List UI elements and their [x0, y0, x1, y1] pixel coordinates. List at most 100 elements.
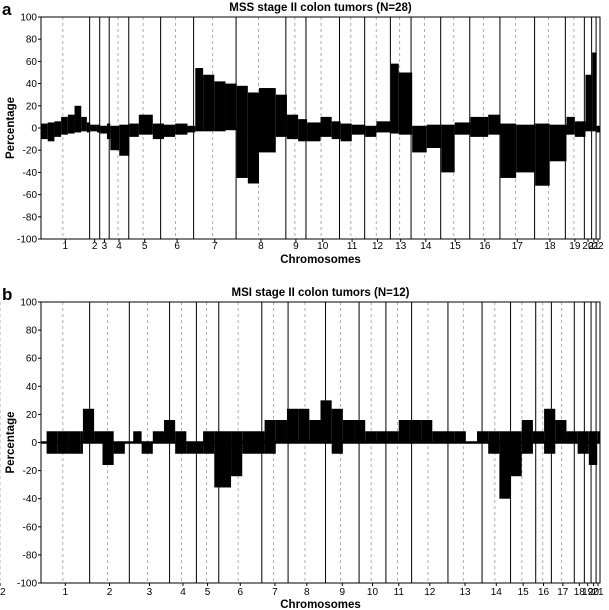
- panel-a-letter: a: [2, 0, 12, 19]
- panel-a-gain-bar: [574, 121, 586, 128]
- panel-a-loss-bar: [454, 128, 471, 135]
- panel-a-loss-bar: [152, 128, 164, 140]
- panel-a-chromosome-label: 18: [544, 241, 556, 252]
- panel-b-loss-bar: [186, 442, 204, 454]
- panel-a-gain-bar: [351, 124, 366, 128]
- panel-b-gain-bar: [488, 431, 500, 443]
- panel-b-loss-bar: [488, 442, 500, 454]
- panel-a-gain-bar: [90, 124, 97, 128]
- panel-a-gain-bar: [203, 74, 215, 128]
- panel-a-ytick-label: -40: [23, 168, 38, 179]
- panel-a-loss-bar: [488, 128, 501, 135]
- panel-a-chromosome-label: 12: [372, 241, 384, 252]
- panel-a-loss-bar: [320, 128, 332, 137]
- panel-b-ytick-label: -80: [23, 550, 38, 561]
- panel-b-title: MSI stage II colon tumors (N=12): [232, 287, 410, 299]
- panel-a-loss-bar: [585, 128, 593, 132]
- panel-b-ytick-label: 100: [20, 298, 37, 309]
- panel-a-chromosome-label: 10: [317, 241, 329, 252]
- panel-a-loss-bar: [574, 128, 586, 137]
- panel-a-loss-bar: [275, 128, 287, 137]
- panel-a-gain-bar: [163, 124, 176, 128]
- panel-b-gain-bar: [264, 420, 276, 443]
- panel-a-loss-bar: [163, 128, 176, 137]
- panel-a-loss-bar: [340, 128, 352, 142]
- panel-b-gain-bar: [320, 400, 332, 443]
- panel-a-loss-bar: [67, 128, 75, 134]
- panel-b-gain-bar: [566, 431, 578, 443]
- panel-a-gain-bar: [307, 122, 321, 128]
- panel-a-gain-bar: [175, 123, 188, 128]
- panel-b-chromosome-label: 15: [518, 587, 530, 598]
- panel-a-gain-bar: [500, 123, 517, 128]
- panel-b-chromosome-label: 16: [538, 587, 550, 598]
- panel-a-gain-bar: [129, 123, 139, 128]
- panel-b-loss-bar: [588, 442, 598, 465]
- panel-a-loss-bar: [214, 128, 226, 132]
- panel-a-gain-bar: [566, 116, 575, 128]
- panel-b-ytick-label: 60: [26, 354, 38, 365]
- panel-b-gain-bar: [80, 431, 83, 443]
- panel-a-loss-bar: [54, 128, 62, 137]
- panel-a-gain-bar: [54, 121, 62, 128]
- panel-a-loss-bar: [100, 128, 107, 134]
- panel-b-chromosome-label: 8: [304, 587, 310, 598]
- panel-a-chromosome-label: 7: [212, 241, 218, 252]
- panel-b-loss-bar: [521, 442, 533, 454]
- panel-a-chromosome-label: 6: [174, 241, 180, 252]
- panel-a-gain-bar: [106, 123, 111, 128]
- panel-a-ytick-label: 0: [31, 124, 37, 135]
- panel-a-gain-bar: [585, 74, 593, 128]
- panel-a-loss-bar: [259, 128, 276, 153]
- panel-b-gain-bar: [309, 420, 321, 443]
- panel-a-gain-bar: [454, 122, 471, 128]
- panel-b-loss-bar: [57, 442, 69, 454]
- panel-a-ytick-label: -20: [23, 146, 38, 157]
- panel-b-gain-bar: [102, 431, 114, 443]
- panel-a-gain-bar: [61, 116, 68, 128]
- panel-a-loss-bar: [96, 128, 101, 133]
- panel-b-loss-bar: [113, 442, 125, 454]
- panel-a-gain-bar: [236, 85, 248, 128]
- panel-a-gain-bar: [426, 124, 442, 128]
- panel-a-gain-bar: [195, 68, 204, 128]
- panel-a-plot-frame: [40, 16, 601, 240]
- panel-a-loss-bar: [225, 128, 237, 131]
- panel-a-loss-bar: [566, 128, 575, 135]
- panel-b-chromosome-label: 2: [107, 587, 113, 598]
- panel-a-gain-bar: [259, 88, 276, 128]
- panel-a-gain-bar: [187, 125, 196, 128]
- panel-a-chromosome-label: 20: [582, 241, 594, 252]
- panel-b-chromosome-label: 14: [491, 587, 503, 598]
- panel-b-gain-bar: [387, 431, 399, 443]
- panel-b-loss-bar: [46, 442, 58, 454]
- panel-a-loss-bar: [412, 128, 427, 153]
- panel-a-ylabel: Percentage: [5, 97, 17, 159]
- panel-a-loss-bar: [390, 128, 399, 134]
- panel-a-chromosome-label: 1: [63, 241, 69, 252]
- panel-a-loss-bar: [110, 128, 120, 151]
- panel-b-gain-bar: [331, 408, 343, 443]
- panel-b-ytick-label: -60: [23, 522, 38, 533]
- panel-a-gain-bar: [516, 124, 536, 128]
- panel-a-chromosome-label: 11: [347, 241, 358, 252]
- panel-a-gain-bar: [138, 114, 153, 128]
- panel-a-gain-bar: [549, 124, 567, 128]
- panel-a-loss-bar: [47, 128, 55, 142]
- panel-b-gain-bar: [231, 431, 243, 443]
- panel-a-gain-bar: [412, 125, 427, 128]
- panel-a-loss-bar: [187, 128, 196, 133]
- panel-b-chromosome-label: 22: [0, 587, 6, 598]
- panel-a-chromosome-label: 15: [450, 241, 462, 252]
- panel-a-loss-bar: [286, 128, 299, 140]
- panel-a-chromosome-label: 17: [512, 241, 524, 252]
- panel-a-loss-bar: [549, 128, 567, 162]
- panel-a-chromosome-label: 22: [592, 241, 604, 252]
- panel-a-loss-bar: [175, 128, 188, 135]
- panel-a-gain-bar: [67, 114, 75, 128]
- panel-b-chromosome-label: 7: [272, 587, 278, 598]
- panel-a-chromosome-label: 5: [142, 241, 148, 252]
- panel-a-chromosome-label: 8: [258, 241, 264, 252]
- panel-a-gain-bar: [214, 81, 226, 128]
- panel-b-chromosome-label: 3: [147, 587, 153, 598]
